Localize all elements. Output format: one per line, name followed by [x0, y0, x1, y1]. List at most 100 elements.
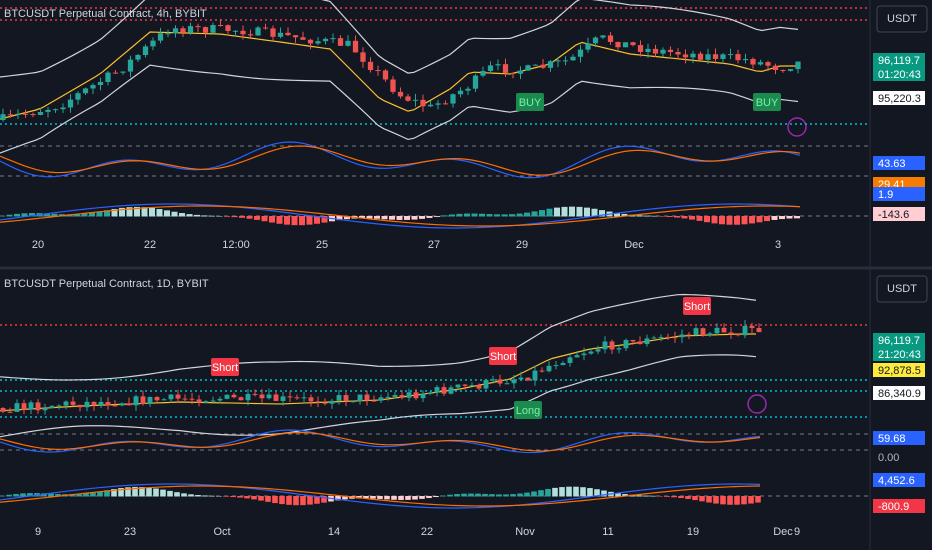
- macd-histogram: [711, 216, 718, 224]
- macd-histogram: [254, 216, 260, 220]
- candle: [392, 395, 398, 397]
- candle: [455, 384, 461, 388]
- candle: [119, 403, 125, 406]
- candle: [742, 325, 748, 336]
- bollinger-upper: [0, 0, 799, 78]
- currency-button-label[interactable]: USDT: [887, 13, 917, 25]
- candle: [540, 64, 546, 68]
- candle: [91, 401, 97, 406]
- candle: [652, 48, 659, 54]
- macd-histogram: [76, 494, 82, 497]
- candle: [672, 337, 678, 339]
- macd-histogram: [90, 492, 96, 497]
- price-label: 86,340.9: [878, 388, 921, 400]
- macd-histogram: [755, 496, 761, 503]
- candle: [592, 37, 599, 44]
- macd-histogram: [244, 496, 250, 499]
- candle: [7, 411, 13, 413]
- macd-histogram: [284, 216, 290, 225]
- candle: [390, 79, 396, 92]
- candle: [224, 394, 230, 399]
- candle: [602, 341, 608, 350]
- macd-histogram: [74, 214, 80, 217]
- macd-histogram: [696, 216, 703, 221]
- signal-line: [0, 485, 761, 507]
- candle: [15, 113, 21, 115]
- macd-histogram: [179, 213, 185, 217]
- candle: [77, 404, 83, 408]
- alert-icon[interactable]: [787, 117, 807, 137]
- candle: [434, 387, 440, 393]
- price-label: -800.9: [878, 501, 909, 513]
- price-label-bg: [873, 67, 925, 81]
- macd-histogram: [104, 210, 110, 217]
- candle: [385, 396, 391, 398]
- candle: [532, 64, 539, 66]
- price-label-bg: [873, 91, 925, 105]
- currency-button[interactable]: [876, 5, 928, 33]
- signal-tag: [211, 358, 239, 376]
- macd-histogram: [454, 494, 460, 497]
- macd-histogram: [441, 215, 448, 217]
- candle: [609, 341, 615, 350]
- candle: [588, 351, 594, 354]
- macd-histogram: [160, 489, 166, 497]
- macd-histogram: [554, 207, 560, 217]
- macd-histogram: [699, 496, 705, 502]
- candle: [795, 61, 801, 70]
- candle: [277, 32, 284, 37]
- candle: [427, 392, 433, 394]
- macd-histogram: [389, 216, 395, 220]
- macd-histogram: [657, 496, 663, 497]
- x-axis-label: 3: [775, 239, 781, 251]
- candle: [357, 394, 363, 402]
- alert-icon[interactable]: [747, 394, 767, 414]
- macd-histogram: [587, 488, 593, 497]
- candle: [371, 400, 377, 402]
- candle: [294, 397, 300, 399]
- candle: [0, 408, 6, 412]
- bollinger-lower: [0, 64, 799, 154]
- candle: [300, 37, 306, 40]
- candle: [644, 338, 650, 345]
- macd-histogram: [614, 212, 620, 217]
- candle: [367, 61, 374, 71]
- macd-histogram: [51, 213, 58, 217]
- macd-histogram: [569, 206, 575, 217]
- macd-histogram: [272, 496, 278, 504]
- candle: [210, 400, 216, 402]
- macd-histogram: [601, 490, 607, 497]
- macd-histogram: [539, 210, 545, 217]
- macd-histogram: [104, 490, 110, 497]
- candle: [37, 111, 44, 115]
- candle: [247, 34, 254, 36]
- candle: [700, 328, 706, 336]
- macd-histogram: [496, 494, 502, 497]
- candle: [553, 365, 559, 367]
- candle: [231, 394, 237, 398]
- price-label-bg: [873, 363, 925, 377]
- candle: [382, 70, 389, 80]
- price-label: 96,119.7: [878, 335, 920, 347]
- candle: [259, 394, 265, 399]
- candle: [360, 52, 366, 62]
- macd-histogram: [321, 496, 327, 503]
- currency-button-label[interactable]: USDT: [887, 283, 917, 295]
- x-axis-label: 12:00: [222, 239, 250, 251]
- candle: [462, 384, 468, 386]
- macd-histogram: [13, 493, 19, 497]
- macd-histogram: [671, 496, 677, 498]
- price-label: 21:20:43: [878, 349, 921, 361]
- macd-histogram: [276, 216, 283, 224]
- price-label: 92,878.5: [878, 365, 921, 377]
- candle: [679, 334, 685, 338]
- candle: [350, 401, 356, 403]
- macd-histogram: [461, 493, 467, 497]
- currency-button[interactable]: [876, 275, 928, 303]
- price-label-bg: [873, 347, 925, 361]
- candle: [105, 72, 111, 82]
- macd-histogram: [659, 216, 665, 217]
- candle: [532, 370, 538, 381]
